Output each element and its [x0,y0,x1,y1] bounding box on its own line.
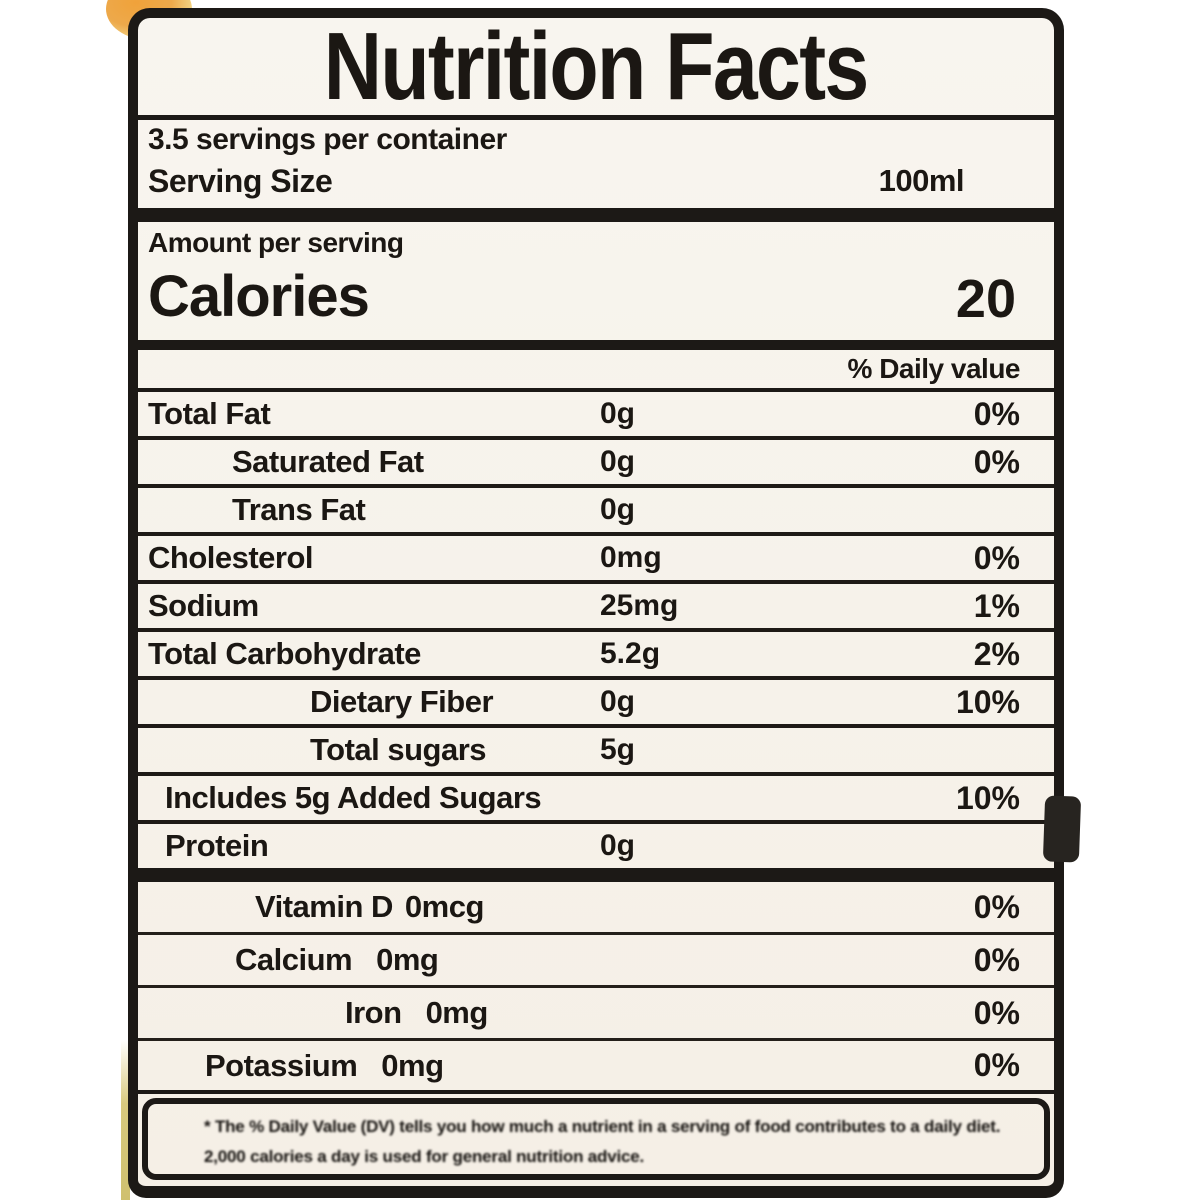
micronutrient-row: Potassium 0mg 0% [138,1041,1054,1094]
nutrient-amount: 5g [600,733,636,766]
micronutrient-table: Vitamin D 0mcg 0% Calcium 0mg 0% Iron 0m… [138,882,1054,1094]
nutrient-daily-value: 0% [973,395,1020,432]
nutrient-row: Dietary Fiber 0g 10% [138,680,1054,728]
nutrient-daily-value: 0% [973,539,1020,576]
nutrient-name: Includes 5g Added Sugars [165,780,542,815]
nutrient-amount: 0g [600,445,636,478]
amount-per-serving: Amount per serving [148,227,404,258]
nutrition-facts-label: Nutrition Facts 3.5 servings per contain… [128,8,1064,1198]
footnote-text: * The % Daily Value (DV) tells you how m… [204,1117,1001,1166]
micronutrient-amount: 0mg [425,995,489,1030]
calories-section: Amount per serving Calories 20 [138,222,1054,350]
micronutrient-name: Iron [345,995,402,1030]
nutrient-row: Includes 5g Added Sugars 10% [138,776,1054,824]
nutrient-amount: 0g [600,493,636,526]
micronutrient-daily-value: 0% [973,888,1020,925]
nutrient-amount: 0g [600,685,636,718]
nutrient-daily-value: 10% [955,779,1020,816]
calories-label: Calories [148,264,370,329]
nutrient-amount: 0mg [600,541,662,574]
micronutrient-row: Vitamin D 0mcg 0% [138,882,1054,935]
nutrient-name: Sodium [148,588,259,623]
micronutrient-amount: 0mcg [404,889,484,924]
nutrient-row: Total sugars 5g [138,728,1054,776]
nutrient-row: Cholesterol 0mg 0% [138,536,1054,584]
nutrient-row: Total Carbohydrate 5.2g 2% [138,632,1054,680]
micronutrient-row: Calcium 0mg 0% [138,935,1054,988]
print-smudge [1042,795,1082,863]
servings-per-container: 3.5 servings per container [148,123,507,156]
serving-size-label: Serving Size [148,163,333,199]
nutrient-amount: 25mg [600,589,679,622]
micronutrient-daily-value: 0% [973,994,1020,1031]
nutrient-table: Total Fat 0g 0% Saturated Fat 0g 0% Tran… [138,392,1054,882]
micronutrient-name: Potassium [205,1047,358,1083]
serving-size-value: 100ml [878,163,965,198]
package-edge-strip [121,1040,130,1200]
nutrient-amount: 5.2g [600,637,661,670]
footnote-box: * The % Daily Value (DV) tells you how m… [142,1098,1050,1180]
micronutrient-daily-value: 0% [973,1047,1020,1083]
nutrient-row: Total Fat 0g 0% [138,392,1054,440]
serving-section: 3.5 servings per container Serving Size … [138,120,1054,222]
daily-value-header-row: % Daily value [138,350,1054,392]
micronutrient-daily-value: 0% [973,941,1020,978]
micronutrient-amount: 0mg [381,1047,444,1083]
nutrient-amount: 0g [600,397,636,430]
nutrient-row: Saturated Fat 0g 0% [138,440,1054,488]
nutrient-name: Trans Fat [232,492,366,527]
footnote-section: * The % Daily Value (DV) tells you how m… [138,1094,1054,1186]
nutrient-daily-value: 0% [973,443,1020,480]
nutrient-name: Protein [165,828,269,863]
nutrient-name: Cholesterol [148,540,314,575]
nutrient-daily-value: 1% [973,587,1020,624]
nutrient-name: Total Carbohydrate [148,636,421,671]
calories-value: 20 [955,269,1016,329]
nutrient-name: Saturated Fat [232,444,424,479]
label-title: Nutrition Facts [324,12,869,120]
nutrient-name: Total sugars [310,732,487,767]
nutrient-row: Trans Fat 0g [138,488,1054,536]
nutrient-daily-value: 2% [973,635,1020,672]
nutrient-name: Total Fat [148,396,271,431]
micronutrient-row: Iron 0mg 0% [138,988,1054,1041]
nutrient-row: Sodium 25mg 1% [138,584,1054,632]
micronutrient-name: Calcium [235,942,353,977]
nutrient-amount: 0g [600,829,636,862]
micronutrient-name: Vitamin D [255,889,393,924]
nutrient-daily-value: 10% [955,683,1020,720]
micronutrient-amount: 0mg [376,942,439,977]
nutrient-name: Dietary Fiber [310,684,494,719]
daily-value-header: % Daily value [847,353,1021,384]
label-title-section: Nutrition Facts [138,18,1054,120]
nutrient-row: Protein 0g [138,824,1054,882]
